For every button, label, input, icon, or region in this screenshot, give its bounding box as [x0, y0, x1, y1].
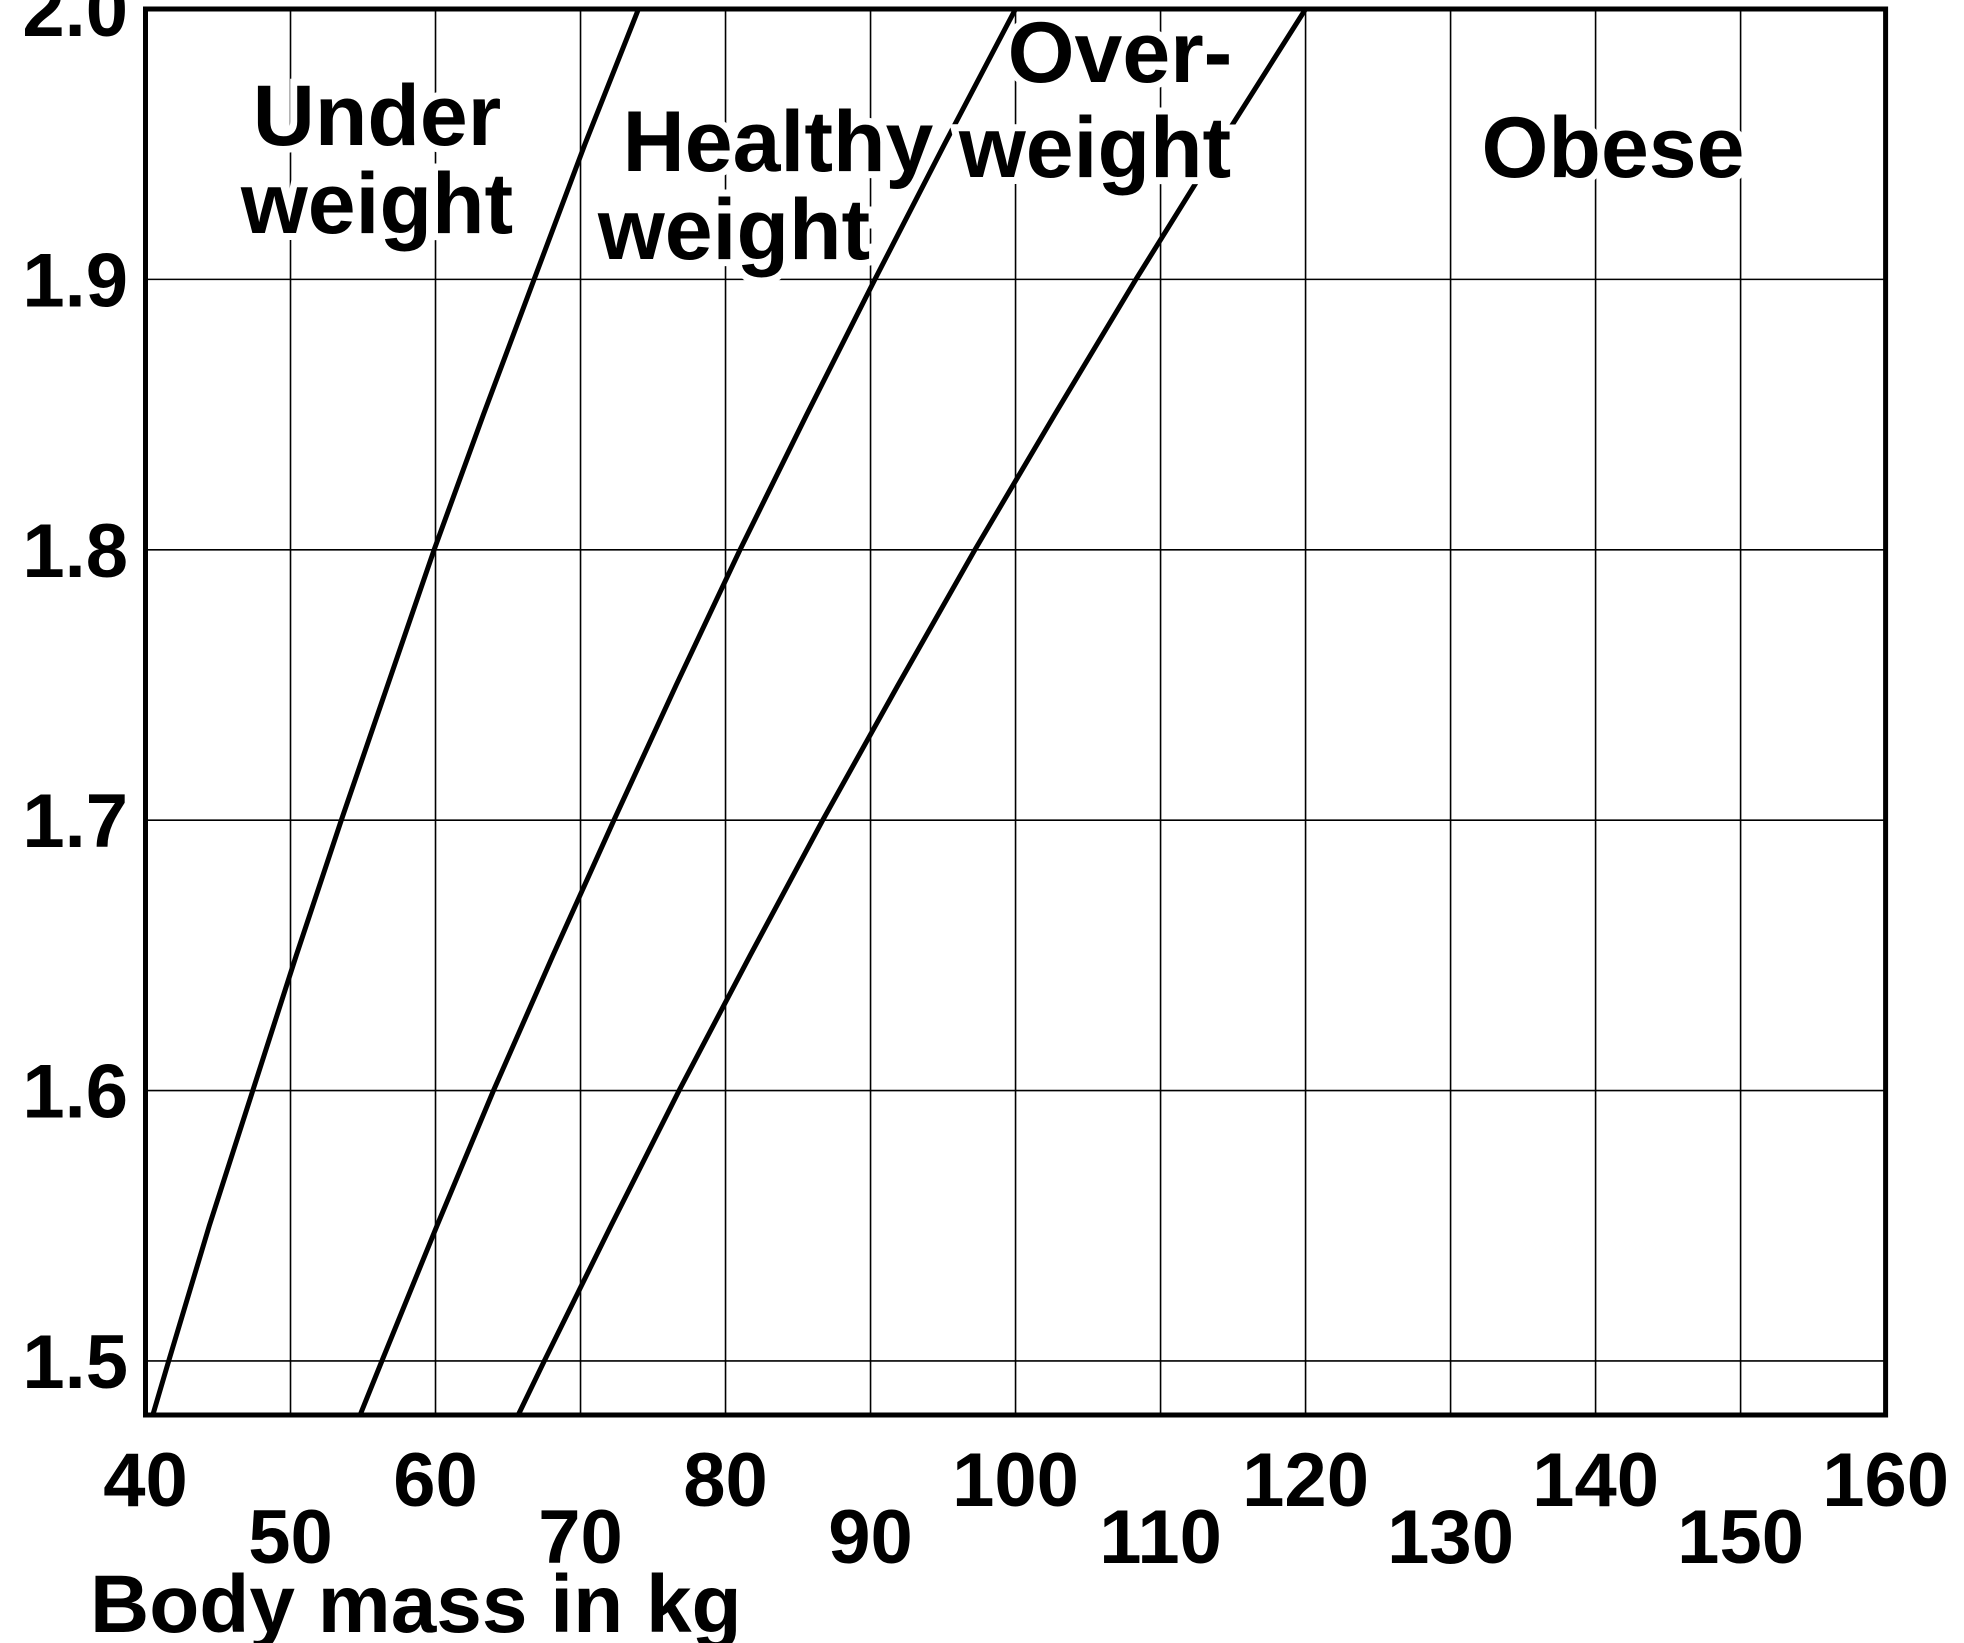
region-label: Obese — [1482, 100, 1745, 196]
bmi-boundary-line — [515, 7, 1308, 1417]
x-tick-label: 160 — [1822, 1438, 1949, 1523]
x-tick-label: 80 — [683, 1438, 768, 1523]
region-label: Over- — [1008, 5, 1233, 101]
x-tick-label: 50 — [248, 1495, 333, 1580]
y-tick-label: 1.9 — [22, 238, 128, 323]
region-label: weight — [597, 182, 870, 278]
x-tick-label: 40 — [103, 1438, 188, 1523]
region-label: weight — [240, 156, 513, 252]
x-tick-label: 90 — [828, 1495, 913, 1580]
x-tick-label: 110 — [1099, 1495, 1222, 1580]
y-tick-label: 1.8 — [22, 509, 128, 594]
bmi-boundary-line — [357, 7, 1018, 1416]
region-label: Under — [253, 68, 501, 164]
x-tick-label: 140 — [1532, 1438, 1659, 1523]
y-tick-label: 1.6 — [22, 1050, 128, 1135]
x-tick-label: 120 — [1242, 1438, 1369, 1523]
y-tick-label: 1.7 — [22, 779, 128, 864]
region-label: Healthy — [623, 94, 934, 190]
x-tick-label: 100 — [952, 1438, 1079, 1523]
region-label: weight — [958, 100, 1231, 196]
plot-frame — [143, 6, 1889, 1418]
x-axis-title: Body mass in kg — [90, 1559, 742, 1643]
x-tick-label: 150 — [1677, 1495, 1804, 1580]
y-tick-label: 2.0 — [22, 0, 128, 53]
bmi-boundary-line — [150, 8, 641, 1416]
y-tick-label: 1.5 — [22, 1320, 128, 1405]
x-tick-label: 60 — [393, 1438, 478, 1523]
x-tick-label: 130 — [1387, 1495, 1514, 1580]
x-tick-label: 70 — [538, 1495, 623, 1580]
